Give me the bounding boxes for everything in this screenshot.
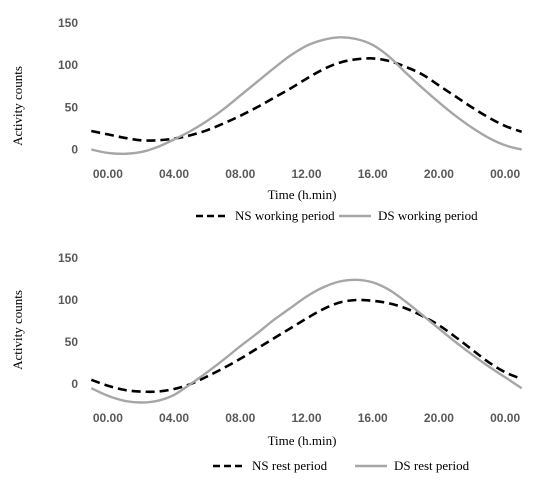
series-line-ns-working-period bbox=[91, 57, 523, 142]
x-tick-label: 12.00 bbox=[291, 411, 321, 425]
legend-item-ns-rest: NS rest period bbox=[213, 458, 328, 473]
legend-item-ns-working: NS working period bbox=[196, 208, 335, 223]
x-tick-label: 00.00 bbox=[490, 167, 520, 181]
x-tick-label: 20.00 bbox=[424, 411, 454, 425]
legend-item-ds-working: DS working period bbox=[339, 208, 478, 223]
x-tick-label: 12.00 bbox=[291, 167, 321, 181]
legend: NS working period DS working period bbox=[196, 208, 478, 223]
legend-label-ds-rest: DS rest period bbox=[394, 458, 470, 473]
x-tick-label: 20.00 bbox=[424, 167, 454, 181]
y-tick-label: 50 bbox=[65, 335, 79, 349]
y-tick-label: 150 bbox=[58, 251, 78, 265]
series-line-ds-working-period bbox=[91, 36, 522, 156]
x-axis-label: Time (h.min) bbox=[268, 433, 337, 448]
series-line-ds-rest-period bbox=[90, 278, 523, 404]
series-lines bbox=[90, 278, 523, 404]
x-axis-label: Time (h.min) bbox=[268, 187, 337, 202]
x-tick-label: 08.00 bbox=[225, 411, 255, 425]
y-axis-label: Activity counts bbox=[10, 66, 25, 146]
x-tick-label: 16.00 bbox=[358, 411, 388, 425]
y-tick-label: 50 bbox=[65, 100, 79, 114]
series-lines bbox=[91, 36, 523, 156]
legend-label-ds-working: DS working period bbox=[378, 208, 478, 223]
y-tick-label: 150 bbox=[58, 16, 78, 30]
y-tick-label: 100 bbox=[58, 293, 78, 307]
legend: NS rest period DS rest period bbox=[213, 458, 470, 473]
x-tick-label: 16.00 bbox=[358, 167, 388, 181]
series-line-ns-rest-period bbox=[90, 298, 523, 394]
x-tick-label: 00.00 bbox=[93, 167, 123, 181]
legend-label-ns-rest: NS rest period bbox=[252, 458, 328, 473]
y-tick-label: 0 bbox=[71, 377, 78, 391]
rest-period-chart: Activity counts 0 50 100 150 00.00 04.00 08.0… bbox=[10, 251, 523, 473]
y-tick-label: 100 bbox=[58, 58, 78, 72]
x-tick-labels: 00.00 04.00 08.00 12.00 16.00 20.00 00.00 bbox=[93, 167, 521, 181]
working-period-chart: Activity counts 0 50 100 150 00.00 04.00 08.0… bbox=[10, 16, 523, 223]
x-tick-label: 04.00 bbox=[159, 411, 189, 425]
x-tick-label: 08.00 bbox=[225, 167, 255, 181]
x-tick-label: 00.00 bbox=[490, 411, 520, 425]
x-tick-labels: 00.00 04.00 08.00 12.00 16.00 20.00 00.00 bbox=[93, 411, 521, 425]
legend-item-ds-rest: DS rest period bbox=[355, 458, 470, 473]
legend-label-ns-working: NS working period bbox=[235, 208, 335, 223]
x-tick-label: 00.00 bbox=[93, 411, 123, 425]
y-tick-labels: 0 50 100 150 bbox=[58, 16, 78, 157]
y-axis-label: Activity counts bbox=[10, 290, 25, 370]
y-tick-label: 0 bbox=[71, 143, 78, 157]
x-tick-label: 04.00 bbox=[159, 167, 189, 181]
y-tick-labels: 0 50 100 150 bbox=[58, 251, 78, 391]
